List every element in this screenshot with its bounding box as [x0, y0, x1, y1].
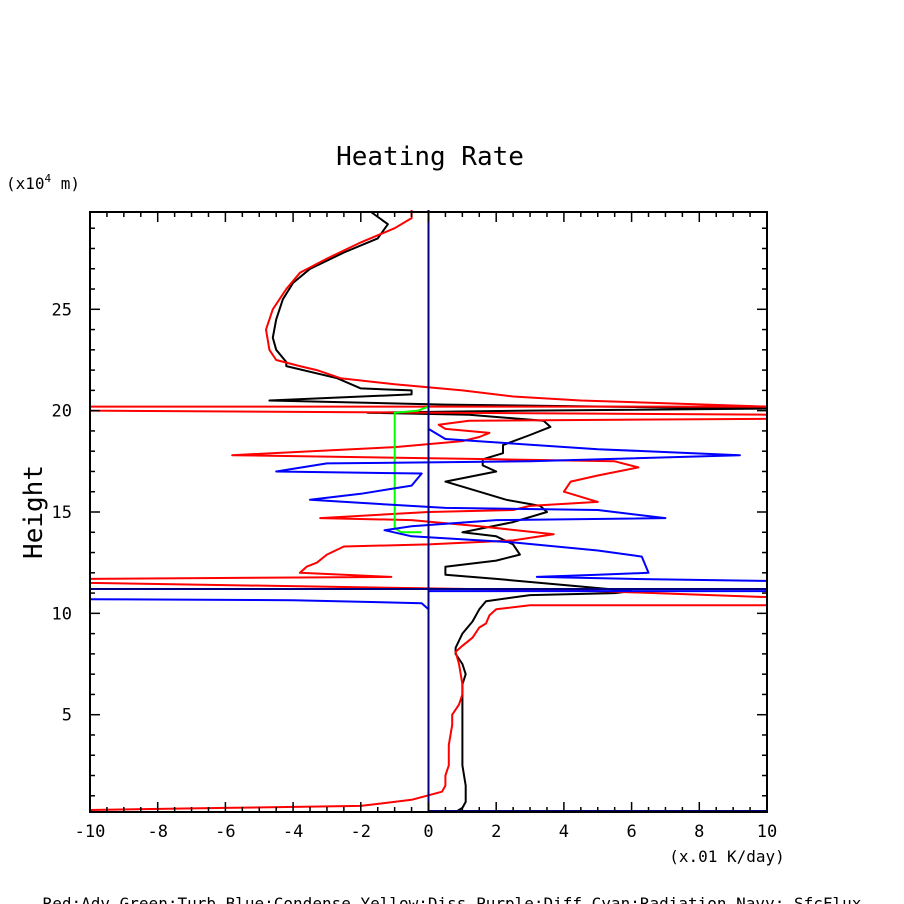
y-tick-label: 5 — [62, 706, 72, 726]
y-tick-label: 10 — [52, 604, 72, 624]
y-tick-label: 15 — [52, 503, 72, 523]
series-group — [89, 210, 768, 813]
series-line-adv — [89, 210, 768, 811]
x-tick-label: -8 — [147, 822, 167, 842]
x-tick-label: -2 — [351, 822, 371, 842]
legend-text: Red:Adv Green:Turb Blue:Condense Yellow:… — [43, 894, 862, 904]
x-tick-label: -4 — [283, 822, 303, 842]
x-axis-label: (x.01 K/day) — [669, 847, 785, 866]
series-line-total — [268, 211, 768, 813]
y-tick-label: 20 — [52, 402, 72, 422]
series-line-sfcflux — [89, 210, 768, 813]
x-tick-label: -10 — [75, 822, 106, 842]
series-line-turb — [393, 405, 429, 534]
x-tick-label: 0 — [423, 822, 433, 842]
x-tick-label: 6 — [626, 822, 636, 842]
y-axis-label: Height — [19, 465, 49, 559]
chart-title: Heating Rate — [336, 142, 524, 172]
y-tick-label: 25 — [52, 300, 72, 320]
y-unit-label: (x104 m) — [6, 172, 80, 193]
x-tick-label: 10 — [757, 822, 777, 842]
x-tick-label: 2 — [491, 822, 501, 842]
x-tick-label: 4 — [559, 822, 569, 842]
x-tick-label: -6 — [215, 822, 235, 842]
x-tick-label: 8 — [694, 822, 704, 842]
axes-group: -10 -8 -6 -4 -2 0 2 4 6 8 10 5 10 15 20 25 — [52, 211, 777, 842]
